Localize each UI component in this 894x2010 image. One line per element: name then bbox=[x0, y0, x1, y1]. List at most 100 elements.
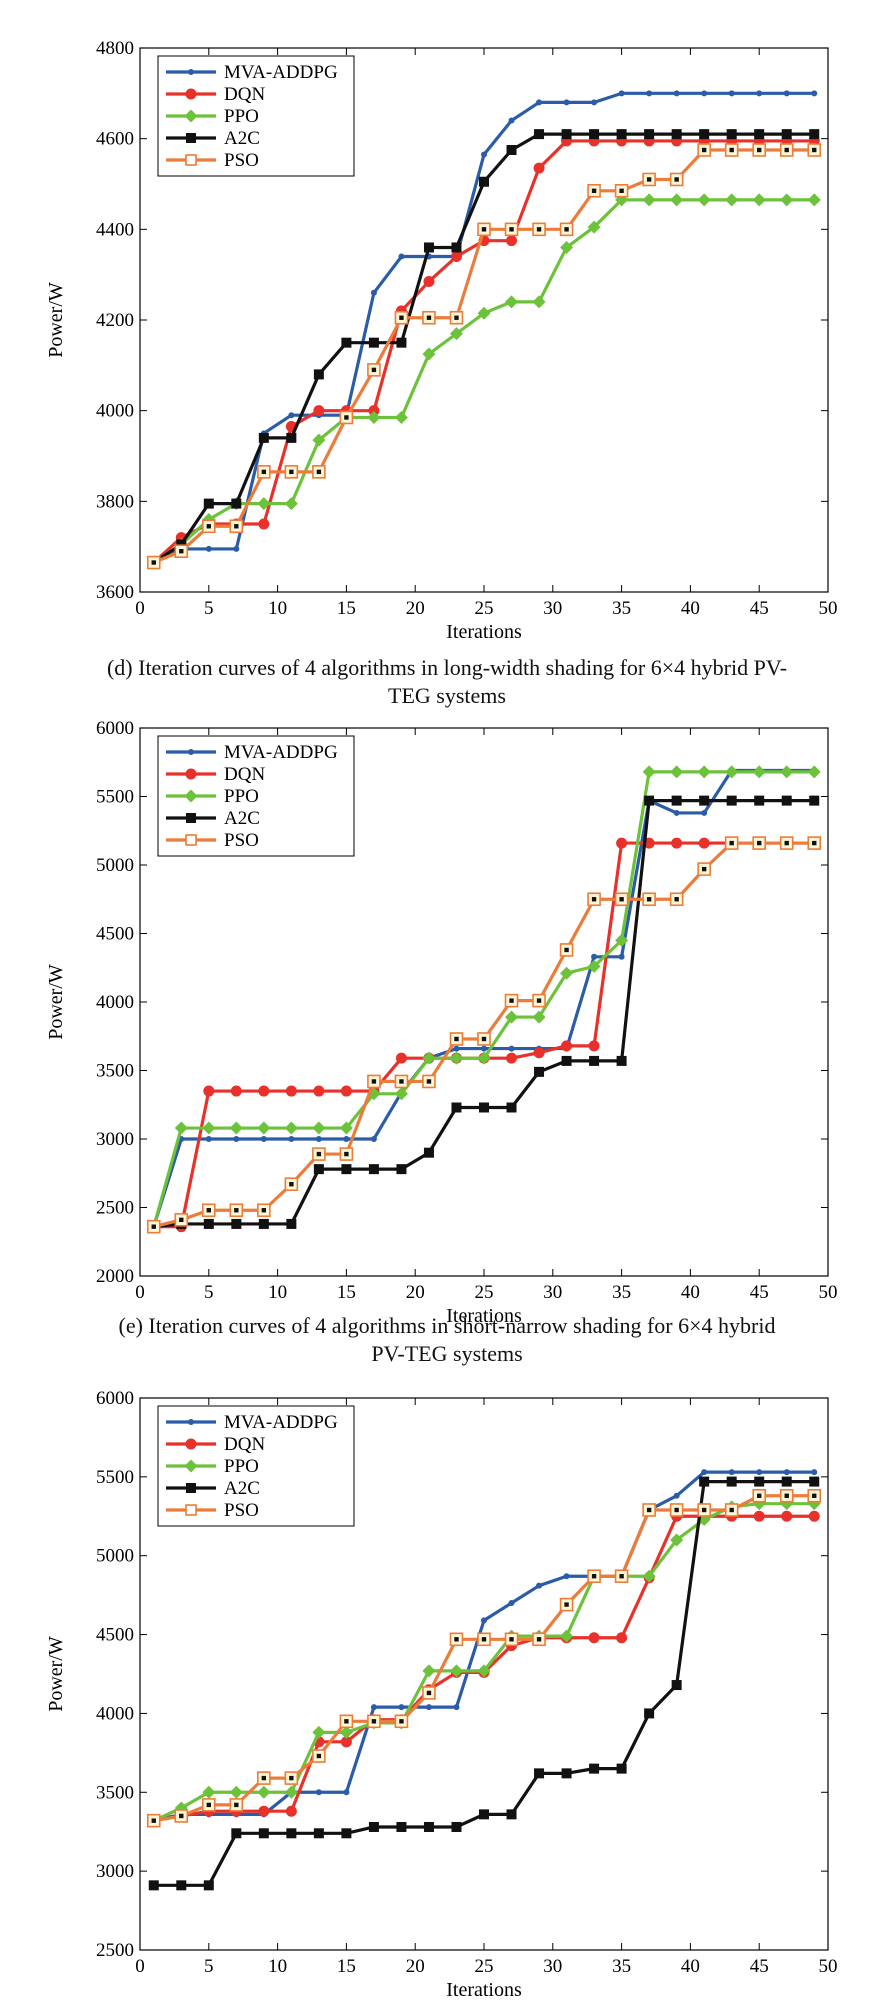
chart-f: 0 5 10 15 20 25 30 35 40 45 50 2500 3000 3500 4000 4500… bbox=[45, 1388, 838, 2001]
chart-d-caption-line-2: TEG systems bbox=[388, 683, 506, 708]
data-point bbox=[701, 809, 708, 816]
data-point bbox=[312, 1121, 326, 1135]
data-point-center bbox=[536, 1637, 542, 1642]
data-point bbox=[315, 1789, 322, 1796]
data-point bbox=[536, 1582, 543, 1589]
legend-label: A2C bbox=[224, 128, 260, 149]
data-point bbox=[422, 347, 436, 361]
data-point bbox=[699, 795, 710, 806]
data-point bbox=[202, 1785, 216, 1799]
data-point-center bbox=[344, 415, 349, 420]
series-line bbox=[153, 1502, 815, 1823]
x-tick-label: 45 bbox=[750, 1956, 769, 1977]
data-point bbox=[699, 129, 710, 140]
data-point-center bbox=[454, 1637, 459, 1642]
data-point bbox=[588, 1040, 600, 1052]
data-point bbox=[341, 337, 352, 348]
series-line bbox=[153, 799, 815, 1229]
data-point bbox=[453, 1704, 460, 1711]
data-point bbox=[508, 1600, 515, 1607]
legend-label: MVA-ADDPG bbox=[224, 742, 338, 763]
data-point-center bbox=[179, 1217, 184, 1223]
data-point bbox=[615, 933, 629, 947]
data-point-center bbox=[344, 1151, 349, 1157]
y-tick-label: 3500 bbox=[96, 1061, 134, 1082]
data-point bbox=[233, 1136, 240, 1142]
data-point-center bbox=[371, 1079, 377, 1084]
legend-marker bbox=[188, 69, 194, 75]
data-point-center bbox=[619, 188, 624, 193]
data-point bbox=[726, 129, 737, 140]
y-tick-label: 3800 bbox=[96, 491, 134, 512]
data-point-center bbox=[261, 1208, 267, 1213]
data-point bbox=[728, 1469, 735, 1476]
data-point-center bbox=[619, 897, 624, 902]
legend-marker bbox=[185, 88, 197, 100]
data-point-center bbox=[619, 1574, 624, 1579]
data-point bbox=[368, 337, 379, 348]
data-point-center bbox=[674, 1507, 679, 1513]
legend-label: A2C bbox=[224, 808, 260, 829]
data-point bbox=[477, 1664, 491, 1678]
data-point bbox=[534, 129, 545, 140]
data-point bbox=[506, 145, 517, 155]
data-point bbox=[340, 1085, 352, 1097]
data-point bbox=[670, 1533, 684, 1547]
y-axis-label: Power/W bbox=[45, 964, 67, 1040]
series-ppo bbox=[147, 765, 821, 1234]
legend-marker bbox=[184, 789, 198, 803]
data-point-center bbox=[316, 1753, 322, 1759]
x-tick-label: 40 bbox=[681, 1282, 700, 1303]
data-point bbox=[671, 837, 683, 849]
data-point bbox=[587, 959, 601, 973]
data-point bbox=[644, 795, 655, 806]
data-point bbox=[231, 1828, 242, 1839]
data-point-center bbox=[454, 1036, 459, 1042]
legend-marker bbox=[186, 133, 196, 143]
data-point-center bbox=[591, 188, 597, 193]
data-point bbox=[587, 220, 601, 234]
data-point bbox=[534, 1066, 545, 1077]
y-tick-label: 3500 bbox=[96, 1782, 134, 1803]
data-point bbox=[453, 1045, 460, 1052]
data-point-center bbox=[316, 469, 322, 475]
data-point bbox=[616, 1632, 628, 1644]
legend-label: PPO bbox=[224, 106, 259, 127]
data-point bbox=[341, 1828, 352, 1839]
data-point bbox=[148, 1880, 159, 1891]
data-point bbox=[288, 1136, 295, 1142]
data-point bbox=[229, 1121, 243, 1135]
data-point bbox=[701, 1469, 708, 1476]
data-point bbox=[205, 1136, 212, 1142]
data-point bbox=[257, 1121, 271, 1135]
data-point bbox=[423, 242, 434, 253]
chart-panel-e: 0 5 10 15 20 25 30 35 40 45 50 2000 2500 3000 3500 4000… bbox=[0, 718, 894, 1366]
y-tick-label: 5500 bbox=[96, 787, 134, 808]
data-point bbox=[642, 765, 656, 779]
data-point-center bbox=[564, 227, 569, 232]
data-point-center bbox=[234, 1208, 239, 1213]
data-point bbox=[756, 90, 763, 97]
data-point-center bbox=[399, 1079, 404, 1084]
data-point bbox=[284, 1785, 298, 1799]
y-axis-label: Power/W bbox=[45, 1636, 67, 1712]
data-point bbox=[781, 1510, 793, 1522]
data-point bbox=[783, 1469, 790, 1476]
legend-marker bbox=[184, 1459, 198, 1473]
data-point bbox=[560, 1629, 574, 1643]
series-a2c bbox=[148, 1476, 820, 1891]
data-point bbox=[616, 1763, 627, 1774]
x-axis-label: Iterations bbox=[446, 621, 522, 643]
data-point bbox=[203, 1880, 214, 1891]
data-point bbox=[560, 240, 574, 254]
data-point bbox=[697, 193, 711, 207]
data-point-center bbox=[509, 998, 514, 1003]
data-point bbox=[780, 765, 794, 779]
data-point bbox=[230, 1085, 242, 1097]
data-point bbox=[313, 1164, 324, 1175]
data-point bbox=[396, 337, 407, 348]
data-point bbox=[396, 1821, 407, 1832]
data-point-center bbox=[729, 1507, 734, 1513]
